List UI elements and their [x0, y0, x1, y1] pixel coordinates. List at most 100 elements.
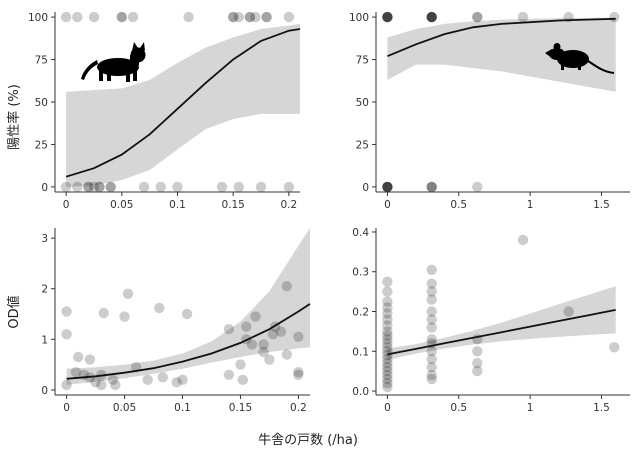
data-point	[382, 342, 393, 353]
chart-panel-bottom-right: 0.0 0.1 0.2 0.3 0.4 0 0.5 1 1.5	[352, 227, 630, 414]
data-point	[382, 365, 393, 377]
data-point	[107, 374, 119, 385]
data-point	[116, 11, 128, 23]
confidence-band	[66, 228, 310, 385]
data-point	[293, 367, 304, 378]
data-point	[563, 306, 574, 317]
data-point	[223, 369, 235, 380]
x-tick-label: 0.05	[113, 402, 136, 414]
data-point	[382, 326, 393, 337]
data-point	[183, 11, 194, 23]
data-point	[258, 346, 269, 358]
x-tick-label: 0.05	[110, 199, 133, 211]
data-point	[382, 276, 393, 287]
data-point	[267, 329, 279, 340]
data-point	[426, 362, 437, 373]
data-point	[255, 181, 267, 193]
data-point	[70, 367, 82, 378]
data-point	[281, 281, 292, 292]
x-tick-label: 0.5	[450, 402, 467, 414]
y-tick-label: 25	[356, 139, 369, 151]
data-point	[142, 374, 153, 385]
x-tick-label: 0.1	[174, 402, 191, 414]
data-point	[235, 359, 246, 370]
data-point	[250, 11, 261, 23]
data-point	[281, 349, 292, 360]
data-point	[382, 286, 393, 297]
data-point	[426, 294, 437, 305]
y-axis-title-bottom: OD値	[6, 295, 22, 328]
x-tick-label: 0.2	[290, 402, 307, 414]
data-point	[90, 377, 101, 388]
data-point	[172, 181, 183, 193]
data-point	[88, 181, 100, 193]
data-point	[609, 342, 620, 353]
data-point	[84, 354, 96, 365]
data-point	[293, 331, 304, 342]
data-point	[517, 234, 529, 246]
data-point	[61, 329, 72, 340]
data-point	[96, 379, 107, 391]
data-point	[426, 354, 437, 365]
data-point	[382, 381, 393, 393]
data-point	[105, 181, 116, 193]
y-tick-label: 100	[28, 12, 48, 24]
data-point	[382, 330, 393, 341]
x-tick-label: 1.5	[593, 402, 610, 414]
data-point	[233, 181, 244, 193]
data-point	[382, 369, 393, 381]
y-tick-label: 0	[362, 182, 369, 194]
data-point	[171, 377, 182, 388]
data-point	[83, 181, 94, 193]
cat-silhouette-icon	[81, 42, 146, 82]
data-point	[426, 322, 437, 333]
data-point	[382, 373, 393, 385]
confidence-band	[387, 286, 616, 360]
y-tick-label: 0.1	[352, 346, 369, 358]
y-tick-label: 1	[41, 334, 48, 346]
x-tick-label: 0	[384, 402, 391, 414]
data-point	[382, 314, 393, 325]
y-tick-label: 0.0	[352, 386, 369, 398]
data-point	[382, 358, 393, 369]
data-point	[228, 11, 239, 23]
confidence-band	[66, 23, 300, 187]
x-tick-label: 0.15	[229, 402, 252, 414]
data-point	[94, 181, 105, 193]
data-point	[382, 338, 393, 349]
data-point	[241, 321, 252, 332]
data-point	[426, 286, 437, 297]
data-point	[181, 308, 193, 320]
data-point	[426, 278, 437, 289]
x-tick-label: 1.5	[593, 199, 610, 211]
fitted-curve	[65, 28, 301, 178]
data-point	[293, 369, 304, 380]
data-point	[382, 302, 393, 313]
y-tick-label: 50	[356, 97, 369, 109]
data-point	[223, 324, 235, 335]
data-point	[382, 350, 393, 361]
y-tick-label: 0.2	[352, 307, 369, 319]
x-tick-label: 0	[384, 199, 391, 211]
data-point	[426, 181, 437, 193]
data-point	[426, 369, 437, 381]
data-point	[382, 334, 393, 345]
data-point	[88, 11, 100, 23]
data-point	[283, 181, 295, 193]
x-tick-label: 1	[527, 199, 534, 211]
data-point	[261, 11, 272, 23]
data-point	[426, 373, 437, 385]
x-tick-label: 0	[63, 199, 70, 211]
data-point	[382, 296, 393, 307]
confidence-band	[387, 17, 616, 92]
y-tick-label: 3	[41, 233, 48, 245]
y-tick-label: 25	[35, 139, 48, 151]
data-point	[258, 339, 269, 350]
data-point	[177, 374, 188, 385]
y-tick-label: 2	[41, 284, 48, 296]
data-point	[382, 354, 393, 365]
data-point	[275, 326, 287, 337]
y-tick-label: 0	[41, 182, 48, 194]
data-point	[264, 354, 275, 365]
data-point	[517, 11, 529, 23]
